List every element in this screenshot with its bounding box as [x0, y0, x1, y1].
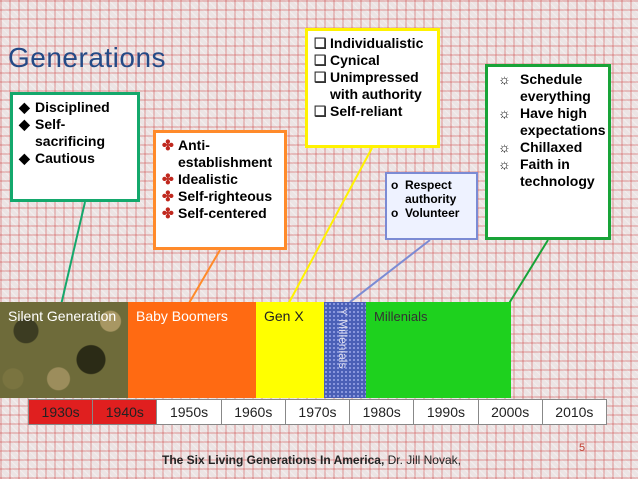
- checkbox-bullet-icon: ❑: [314, 35, 327, 51]
- sun-bullet-icon: ☼: [498, 156, 511, 172]
- slide-title: Generations: [8, 42, 167, 73]
- list-item: o Volunteer: [391, 206, 460, 220]
- circle-bullet-icon: o: [391, 178, 399, 192]
- sun-bullet-icon: ☼: [498, 105, 511, 121]
- decade-cell: 1990s: [414, 400, 479, 424]
- sun-bullet-icon: ☼: [498, 139, 511, 155]
- decade-cell: 1970s: [286, 400, 351, 424]
- callout-genx: ❑ Individualistic ❑ Cynical ❑ Unimpressed w…: [305, 28, 440, 148]
- list-item: ☼ Chillaxed: [498, 139, 583, 155]
- connector-genx: [283, 147, 373, 313]
- diamond-bullet-icon: ◆: [19, 116, 30, 132]
- decade-cell: 1950s: [157, 400, 222, 424]
- callout-ymillenials: o Respect authority o Volunteer: [385, 172, 478, 240]
- generation-silent: Silent Generation: [0, 302, 130, 398]
- decade-cell: 2010s: [555, 404, 594, 420]
- list-item: ❑ Self-reliant: [314, 103, 403, 119]
- list-item: ❑ Individualistic: [314, 35, 424, 51]
- sun-bullet-icon: ☼: [498, 71, 511, 87]
- checkbox-bullet-icon: ❑: [314, 103, 327, 119]
- list-item: ◆ Self-sacrificing: [19, 116, 106, 149]
- page-number: 5: [579, 442, 586, 454]
- diamond-bullet-icon: ◆: [19, 150, 30, 166]
- list-item: ❑ Unimpressed with authority: [314, 69, 422, 102]
- flower-bullet-icon: ✤: [162, 171, 174, 187]
- list-item: ✤ Idealistic: [162, 171, 238, 187]
- decade-timeline: 1930s 1940s 1950s 1960s 1970s 1980s 1990…: [28, 399, 607, 425]
- callout-millenials: ☼ Schedule everything ☼ Have high expectat…: [485, 64, 611, 240]
- generation-baby-boomers: Baby Boomers: [128, 302, 256, 398]
- generation-millenials: Millenials: [366, 302, 511, 398]
- list-item: ◆ Disciplined: [19, 99, 110, 115]
- list-item: ✤ Self-righteous: [162, 188, 273, 204]
- circle-bullet-icon: o: [391, 206, 399, 220]
- flower-bullet-icon: ✤: [162, 188, 174, 204]
- diamond-bullet-icon: ◆: [19, 99, 30, 115]
- decade-cell: 2000s: [479, 400, 543, 424]
- generation-y-millenials: Y Millenials: [324, 302, 366, 398]
- connector-ymillenials: [349, 239, 431, 303]
- citation-title: The Six Living Generations In America,: [162, 453, 385, 467]
- list-item: ◆ Cautious: [19, 150, 95, 166]
- generation-y-millenials-label: Y Millenials: [336, 308, 350, 369]
- checkbox-bullet-icon: ❑: [314, 52, 327, 68]
- decade-cell: 1980s: [350, 400, 415, 424]
- decade-cell: 1960s: [222, 400, 286, 424]
- connector-silent: [57, 201, 86, 319]
- list-item: ✤ Self-centered: [162, 205, 267, 221]
- callout-silent: ◆ Disciplined ◆ Self-sacrificing ◆ Cautious: [10, 92, 140, 202]
- list-item: ☼ Have high expectations: [498, 105, 606, 138]
- connector-boomers: [184, 249, 221, 311]
- list-item: ☼ Schedule everything: [498, 71, 591, 104]
- flower-bullet-icon: ✤: [162, 205, 174, 221]
- decade-cell: 1930s: [29, 400, 94, 424]
- citation: The Six Living Generations In America, D…: [162, 453, 461, 467]
- flower-bullet-icon: ✤: [162, 137, 174, 153]
- generation-gen-x: Gen X: [256, 302, 324, 398]
- list-item: ❑ Cynical: [314, 52, 380, 68]
- callout-boomers: ✤ Anti-establishment ✤ Idealistic ✤ Self-ri…: [153, 130, 287, 250]
- decade-cell: 1940s: [93, 400, 158, 424]
- checkbox-bullet-icon: ❑: [314, 69, 327, 85]
- list-item: ☼ Faith in technology: [498, 156, 595, 189]
- citation-author: Dr. Jill Novak,: [387, 453, 461, 467]
- list-item: ✤ Anti-establishment: [162, 137, 273, 170]
- list-item: o Respect authority: [391, 178, 457, 206]
